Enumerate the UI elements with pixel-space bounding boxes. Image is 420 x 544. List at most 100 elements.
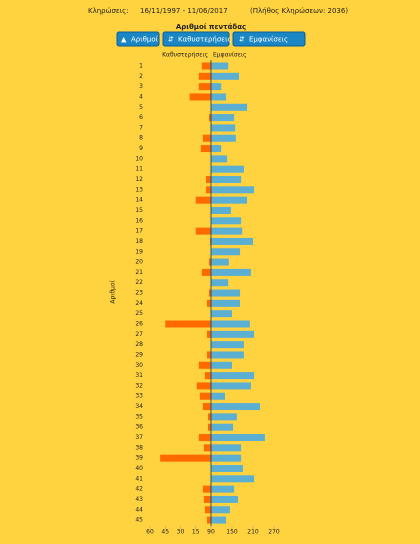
bar (211, 485, 235, 493)
y-tick-label: 14 (135, 197, 143, 204)
bar (211, 310, 232, 318)
bar (206, 299, 211, 307)
y-tick-label: 8 (139, 135, 143, 142)
bar (209, 237, 211, 245)
bar (211, 258, 229, 266)
bar (198, 83, 211, 91)
bar (208, 258, 211, 266)
svg-text:▲: ▲ (121, 36, 127, 44)
bar (205, 186, 211, 194)
bar (211, 423, 234, 431)
y-tick-label: 28 (135, 341, 143, 348)
y-tick-label: 24 (135, 300, 143, 307)
bar (211, 237, 253, 245)
bar (207, 413, 211, 421)
legend-entry: Εμφανίσεις (213, 52, 247, 59)
y-tick-label: 16 (135, 217, 143, 224)
bar (198, 434, 211, 442)
bar (201, 268, 211, 276)
bar (211, 516, 227, 524)
y-tick-label: 36 (135, 424, 143, 431)
bar (211, 248, 241, 256)
y-tick-label: 42 (135, 486, 143, 493)
draws-label: Κληρώσεις: (88, 7, 129, 15)
bar (211, 186, 255, 194)
y-tick-label: 11 (135, 166, 143, 173)
bar (211, 403, 260, 411)
bar (199, 392, 211, 400)
y-tick-label: 6 (139, 114, 143, 121)
bar (211, 434, 265, 442)
y-tick-label: 32 (135, 382, 143, 389)
y-tick-label: 35 (135, 413, 143, 420)
bar (200, 145, 211, 153)
bar (211, 279, 229, 287)
svg-text:⇵: ⇵ (168, 36, 174, 44)
y-tick-label: 41 (135, 475, 143, 482)
bar (211, 289, 241, 297)
bar (211, 124, 236, 132)
bar (211, 155, 228, 163)
bar (211, 320, 250, 328)
bar (211, 464, 243, 472)
y-tick-label: 39 (135, 455, 143, 462)
y-tick-label: 43 (135, 496, 143, 503)
sort-button[interactable]: ⇵ Εμφανίσεις (232, 31, 306, 47)
bar (198, 72, 211, 80)
y-tick-label: 45 (135, 517, 143, 524)
bar (211, 134, 236, 142)
bar (189, 93, 211, 101)
bar (202, 403, 211, 411)
svg-text:⇵: ⇵ (239, 36, 245, 44)
sort-button[interactable]: ⇵ Καθυστερήσεις (162, 31, 232, 47)
y-tick-label: 10 (135, 155, 143, 162)
bar (195, 227, 211, 235)
bar (211, 62, 229, 70)
y-axis-label: Αριθμοί (110, 280, 117, 303)
bar (207, 423, 211, 431)
y-tick-label: 30 (135, 362, 143, 369)
y-tick-label: 23 (135, 290, 143, 297)
bar (211, 72, 239, 80)
bar (211, 392, 225, 400)
button-label[interactable]: Αριθμοί (131, 36, 159, 44)
bar (202, 485, 211, 493)
button-label[interactable]: Καθυστερήσεις (178, 36, 232, 44)
bar (202, 134, 211, 142)
bar (211, 227, 243, 235)
sort-button[interactable]: ▲ Αριθμοί (116, 31, 160, 47)
bar (211, 93, 227, 101)
y-tick-label: 40 (135, 465, 143, 472)
bar (211, 454, 242, 462)
bar (211, 114, 235, 122)
bar (208, 114, 211, 122)
bar (211, 372, 255, 380)
y-tick-label: 25 (135, 310, 143, 317)
chart-title: Αριθμοί πεντάδας (176, 23, 246, 31)
bar (211, 165, 244, 173)
y-tick-label: 2 (139, 73, 143, 80)
y-tick-label: 3 (139, 83, 143, 90)
y-tick-label: 13 (135, 186, 143, 193)
y-tick-label: 17 (135, 228, 143, 235)
bar (211, 495, 238, 503)
bar (211, 413, 237, 421)
x-tick-label: 45 (161, 529, 169, 536)
x2-tick-label: 210 (247, 529, 259, 536)
button-label[interactable]: Εμφανίσεις (249, 36, 288, 44)
bar (196, 382, 211, 390)
bar (160, 454, 211, 462)
bar (211, 196, 248, 204)
legend-entry: Καθυστερήσεις (162, 52, 208, 59)
bar (211, 206, 231, 214)
bar (211, 475, 255, 483)
x-tick-label: 30 (177, 529, 185, 536)
y-tick-label: 27 (135, 331, 143, 338)
bar (211, 176, 242, 184)
bar (206, 351, 211, 359)
y-tick-label: 21 (135, 269, 143, 276)
bar (204, 506, 211, 514)
bar (211, 330, 255, 338)
bar (201, 62, 211, 70)
